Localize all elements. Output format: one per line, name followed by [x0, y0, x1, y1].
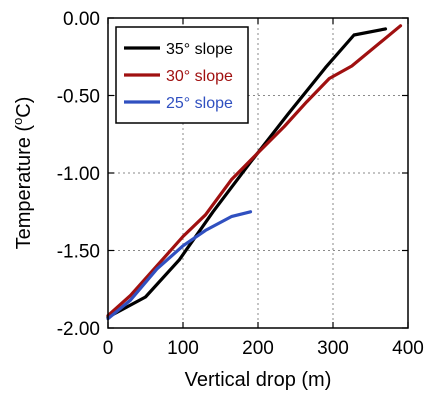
- legend: 35° slope 30° slope 25° slope: [115, 26, 249, 124]
- y-tick-label-3: -1.50: [57, 242, 100, 263]
- legend-label-1: 30° slope: [166, 68, 233, 85]
- y-axis-label-prefix: Temperature (: [13, 125, 35, 250]
- x-tick-label-1: 100: [167, 338, 199, 359]
- y-tick-label-4: -2.00: [57, 319, 100, 340]
- series-line-2: [106, 210, 253, 321]
- y-tick-label-1: -0.50: [57, 87, 100, 108]
- x-tick-label-3: 300: [317, 338, 349, 359]
- y-tick-label-0: 0.00: [63, 9, 100, 30]
- x-tick-label-0: 0: [103, 338, 114, 359]
- legend-label-0: 35° slope: [166, 41, 233, 58]
- y-axis-label-degree: o: [10, 118, 25, 125]
- x-tick-label-2: 200: [242, 338, 274, 359]
- series-lines: [106, 24, 403, 321]
- y-tick-label-2: -1.00: [57, 164, 100, 185]
- y-axis-label: Temperature (oC): [10, 97, 35, 250]
- x-tick-label-4: 400: [392, 338, 424, 359]
- series-line-1: [106, 24, 403, 318]
- axis-ticks: 0 100 200 300 400 0.00 -0.50 -1.00 -1.50 -2.00: [57, 9, 424, 359]
- legend-label-2: 25° slope: [166, 95, 233, 112]
- x-axis-label: Vertical drop (m): [185, 369, 332, 391]
- y-axis-label-suffix: C): [13, 97, 35, 118]
